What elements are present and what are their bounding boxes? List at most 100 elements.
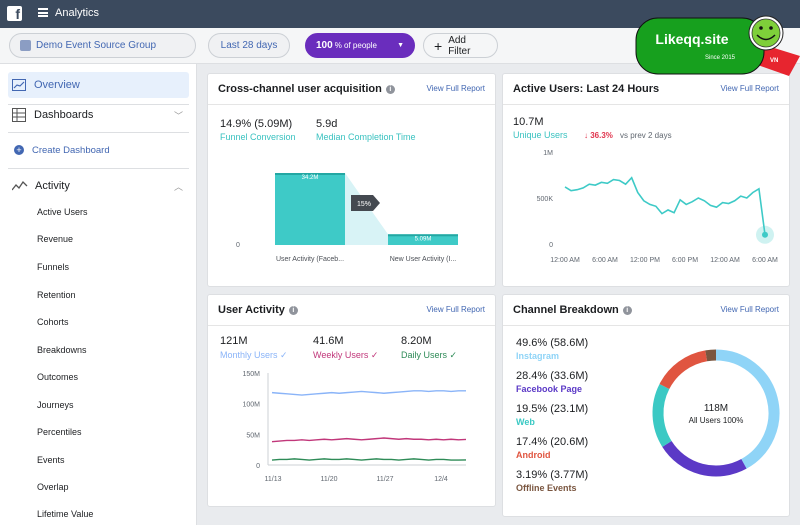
date-range-selector[interactable]: Last 28 days xyxy=(208,33,290,58)
watermark-site: Likeqq.site xyxy=(655,31,728,47)
line-chart-icon xyxy=(12,79,26,91)
info-icon[interactable]: i xyxy=(622,306,632,315)
change-indicator: ↓ 36.3% xyxy=(584,131,613,140)
sidebar-item-breakdowns[interactable]: Breakdowns xyxy=(37,345,87,355)
acquisition-card: Cross-channel user acquisition i View Ful… xyxy=(207,73,496,287)
info-icon[interactable]: i xyxy=(288,306,298,315)
plus-circle-icon: + xyxy=(14,145,24,155)
channel-label[interactable]: Web xyxy=(516,417,535,427)
bar xyxy=(388,234,458,245)
divider xyxy=(208,325,495,326)
channel-label[interactable]: Android xyxy=(516,450,551,460)
y-tick-label: 100M xyxy=(242,402,260,409)
x-tick-label: 11/20 xyxy=(321,476,338,483)
sidebar-item-revenue[interactable]: Revenue xyxy=(37,234,74,244)
weekly-users-toggle[interactable]: Weekly Users ✓ xyxy=(313,350,379,360)
source-group-selector[interactable]: Demo Event Source Group xyxy=(9,33,196,58)
divider xyxy=(208,104,495,105)
sidebar-item-activity[interactable]: Activity ︿ xyxy=(8,173,189,199)
source-group-icon xyxy=(20,40,31,51)
weekly-users-value: 41.6M xyxy=(313,335,344,347)
sidebar-item-overlap[interactable]: Overlap xyxy=(37,482,69,492)
y-tick-label: 0 xyxy=(549,242,553,249)
bar-value-label: 5.09M xyxy=(415,236,432,242)
funnel-chart: 0 34.2M User Activity (Faceb... 5.09M New Us… xyxy=(236,173,458,263)
add-filter-label: Add Filter xyxy=(448,34,471,57)
bar-cap xyxy=(388,234,458,237)
series-line xyxy=(271,458,467,461)
create-dashboard-label: Create Dashboard xyxy=(32,144,110,156)
unique-users-label: Unique Users xyxy=(513,130,568,140)
conversion-label: 15% xyxy=(357,201,371,208)
monthly-users-value: 121M xyxy=(220,335,248,347)
unique-users-line xyxy=(564,176,766,235)
series-line xyxy=(271,390,466,396)
watermark-since: Since 2015 xyxy=(705,55,736,61)
view-full-report-link[interactable]: View Full Report xyxy=(720,305,779,314)
monthly-users-toggle[interactable]: Monthly Users ✓ xyxy=(220,350,288,360)
divider xyxy=(503,104,789,105)
divider xyxy=(8,168,189,169)
card-title: User Activity i xyxy=(218,304,298,316)
donut-slice xyxy=(659,350,708,390)
likeqq-watermark: Likeqq.site Since 2015 VN xyxy=(635,15,800,76)
view-full-report-link[interactable]: View Full Report xyxy=(426,84,485,93)
channel-value: 17.4% (20.6M) xyxy=(516,436,589,448)
create-dashboard-button[interactable]: + Create Dashboard xyxy=(8,137,189,163)
info-icon[interactable]: i xyxy=(385,85,395,94)
channel-label[interactable]: Facebook Page xyxy=(516,384,583,394)
current-point xyxy=(762,231,768,238)
sidebar-item-journeys[interactable]: Journeys xyxy=(37,400,74,410)
x-tick-label: 6:00 AM xyxy=(752,257,778,264)
channel-value: 28.4% (33.6M) xyxy=(516,370,589,382)
y-tick-label: 1M xyxy=(543,150,553,157)
sidebar-item-lifetime-value[interactable]: Lifetime Value xyxy=(37,509,94,519)
donut-slice xyxy=(662,440,747,477)
date-range-label: Last 28 days xyxy=(220,40,278,51)
daily-users-toggle[interactable]: Daily Users ✓ xyxy=(401,350,458,360)
sidebar-item-label: Overview xyxy=(34,79,80,91)
dashboard-grid-icon xyxy=(12,108,26,122)
sidebar-item-retention[interactable]: Retention xyxy=(37,290,76,300)
change-suffix: vs prev 2 days xyxy=(620,131,672,140)
channel-breakdown-card: Channel Breakdown i View Full Report 49.6… xyxy=(502,294,790,517)
add-filter-button[interactable]: + Add Filter xyxy=(423,33,498,58)
sidebar-item-active-users[interactable]: Active Users xyxy=(37,207,88,217)
card-title: Cross-channel user acquisition i xyxy=(218,83,395,95)
x-tick-label: New User Activity (I... xyxy=(390,256,457,263)
people-filter-value: 100 xyxy=(316,40,333,51)
bar-cap xyxy=(275,173,345,175)
chevron-down-icon: ﹀ xyxy=(173,110,183,121)
conversion-value: 14.9% (5.09M) xyxy=(220,118,293,130)
sidebar-item-percentiles[interactable]: Percentiles xyxy=(37,427,82,437)
channel-label[interactable]: Instagram xyxy=(516,351,560,361)
sidebar-item-cohorts[interactable]: Cohorts xyxy=(37,317,69,327)
view-full-report-link[interactable]: View Full Report xyxy=(720,84,779,93)
sidebar-item-overview[interactable]: Overview xyxy=(8,72,189,98)
chevron-down-icon: ▼ xyxy=(397,42,404,49)
people-filter-dropdown[interactable]: 100 % of people ▼ xyxy=(305,33,415,58)
y-tick-label: 500K xyxy=(537,196,554,203)
channel-label[interactable]: Offline Events xyxy=(516,483,577,493)
channel-value: 3.19% (3.77M) xyxy=(516,469,589,481)
sidebar: Overview Dashboards ﹀ + Create Dashboard… xyxy=(0,64,197,525)
sidebar-item-funnels[interactable]: Funnels xyxy=(37,262,70,272)
people-filter-suffix: % of people xyxy=(334,41,377,50)
conversion-label: Funnel Conversion xyxy=(220,132,296,142)
y-tick-label: 150M xyxy=(242,371,260,378)
view-full-report-link[interactable]: View Full Report xyxy=(426,305,485,314)
facebook-logo-icon[interactable]: f xyxy=(7,6,22,22)
divider xyxy=(8,104,189,105)
x-tick-label: 6:00 PM xyxy=(672,257,698,264)
x-tick-label: 6:00 AM xyxy=(592,257,618,264)
channel-value: 19.5% (23.1M) xyxy=(516,403,589,415)
menu-icon[interactable] xyxy=(38,8,48,17)
activity-icon xyxy=(12,180,28,191)
x-tick-label: 12:00 AM xyxy=(710,257,740,264)
sidebar-item-events[interactable]: Events xyxy=(37,455,65,465)
sidebar-item-dashboards[interactable]: Dashboards ﹀ xyxy=(8,102,189,128)
sidebar-item-outcomes[interactable]: Outcomes xyxy=(37,372,79,382)
bar-value-label: 34.2M xyxy=(302,175,319,181)
x-tick-label: 12:00 PM xyxy=(630,257,660,264)
x-tick-label: 11/13 xyxy=(265,476,282,483)
